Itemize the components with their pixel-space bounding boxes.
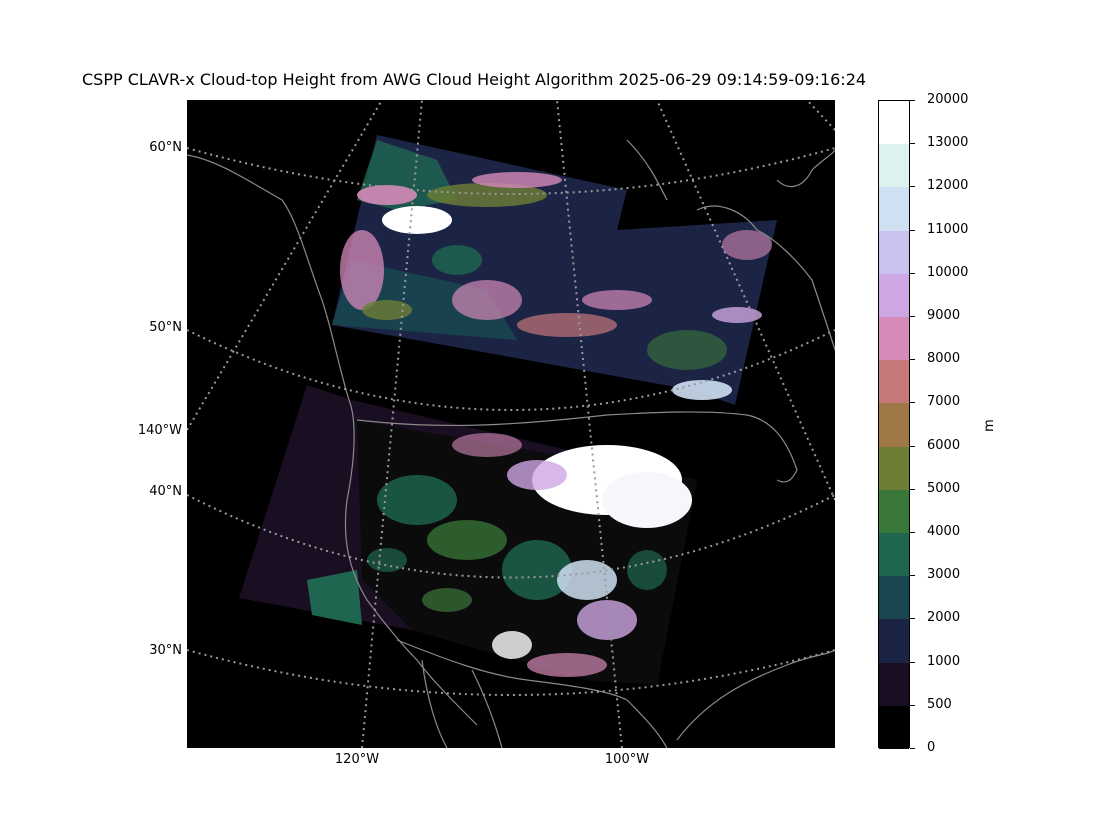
lat-label-60n: 60°N — [149, 140, 182, 155]
colorbar-segment — [879, 489, 909, 533]
lat-label-30n: 30°N — [149, 643, 182, 658]
colorbar-tick — [910, 532, 915, 533]
colorbar-tick — [910, 100, 915, 101]
colorbar-segment — [879, 230, 909, 274]
colorbar-tick — [910, 186, 915, 188]
colorbar-tick — [910, 143, 915, 145]
colorbar-tick-label: 7000 — [927, 394, 961, 410]
colorbar-segment — [879, 446, 909, 490]
colorbar-tick — [910, 748, 915, 749]
colorbar-tick — [910, 272, 915, 274]
colorbar-tick-label: 11000 — [927, 221, 969, 237]
colorbar-segment — [879, 360, 909, 404]
lon-label-120w: 120°W — [334, 752, 380, 767]
colorbar-tick-label: 5000 — [927, 480, 961, 496]
colorbar-tick — [910, 661, 915, 663]
lon-label-140w: 140°W — [137, 423, 182, 438]
colorbar-segment — [879, 101, 909, 145]
colorbar-segment — [879, 662, 909, 706]
colorbar-tick-label: 4000 — [927, 524, 961, 539]
colorbar-tick — [910, 488, 915, 490]
northern-swath — [332, 135, 777, 405]
colorbar-segment — [879, 576, 909, 620]
colorbar-segment — [879, 273, 909, 317]
colorbar — [878, 100, 910, 749]
colorbar-tick-label: 10000 — [927, 264, 969, 280]
colorbar-tick-label: 0 — [927, 740, 936, 755]
colorbar-tick — [910, 359, 915, 361]
colorbar-tick — [910, 229, 915, 231]
colorbar-tick-label: 3000 — [927, 567, 961, 583]
colorbar-tick-label: 12000 — [927, 178, 969, 194]
map-svg — [187, 100, 835, 748]
colorbar-tick-label: 20000 — [927, 92, 969, 107]
graticule — [187, 100, 835, 748]
colorbar-tick-label: 6000 — [927, 437, 961, 453]
colorbar-tick-label: 2000 — [927, 610, 961, 626]
coastlines — [187, 139, 835, 748]
southern-swath — [239, 385, 697, 685]
colorbar-tick — [910, 402, 915, 404]
map-title: CSPP CLAVR-x Cloud-top Height from AWG C… — [82, 70, 867, 89]
colorbar-tick — [910, 704, 915, 706]
colorbar-tick-label: 13000 — [927, 135, 969, 151]
colorbar-segment — [879, 144, 909, 188]
colorbar-segment — [879, 619, 909, 663]
colorbar-segment — [879, 403, 909, 447]
colorbar-segment — [879, 705, 909, 749]
colorbar-tick — [910, 618, 915, 620]
colorbar-tick — [910, 316, 915, 317]
colorbar-tick-label: 8000 — [927, 351, 961, 367]
colorbar-segment — [879, 533, 909, 577]
colorbar-tick — [910, 575, 915, 577]
colorbar-tick-label: 500 — [927, 696, 952, 712]
lon-label-100w: 100°W — [604, 752, 650, 767]
colorbar-tick-label: 1000 — [927, 653, 961, 669]
colorbar-segment — [879, 187, 909, 231]
colorbar-unit-label: m — [981, 419, 997, 432]
colorbar-segment — [879, 317, 909, 361]
colorbar-tick-label: 9000 — [927, 308, 961, 323]
lat-label-40n: 40°N — [149, 484, 182, 499]
map-panel — [187, 100, 835, 748]
lat-label-50n: 50°N — [149, 320, 182, 335]
colorbar-tick — [910, 445, 915, 447]
